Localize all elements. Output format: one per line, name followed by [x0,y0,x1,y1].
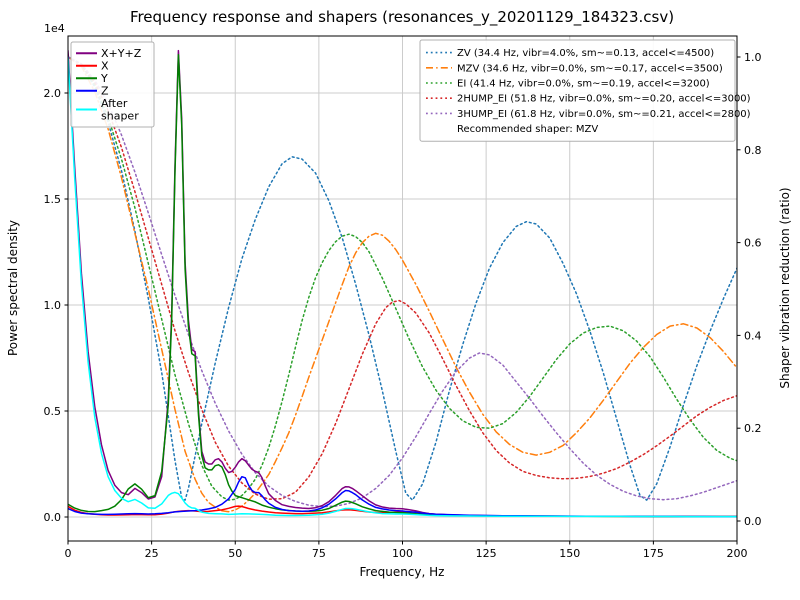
y-right-tick-label: 0.4 [744,329,762,342]
legend-label-After-shaper: After [101,97,128,110]
curve-MZV [68,56,737,513]
y-right-tick-label: 0.2 [744,422,762,435]
y-right-axis-label: Shaper vibration reduction (ratio) [778,187,792,388]
legend-label-Z: Z [101,85,109,98]
legend-label-3HUMP_EI: 3HUMP_EI (61.8 Hz, vibr=0.0%, sm~=0.21, … [457,109,751,120]
x-tick-label: 75 [312,547,326,560]
x-tick-label: 200 [727,547,748,560]
y-left-offset-label: 1e4 [44,22,65,35]
y-right-tick-label: 0.8 [744,144,762,157]
x-tick-label: 25 [145,547,159,560]
legend-shapers-box [419,39,736,142]
curves [68,49,737,518]
curve-EI [68,56,737,501]
y-right-tick-label: 1.0 [744,51,762,64]
y-left-axis-label: Power spectral density [6,220,20,356]
curve-After-shaper [68,56,737,518]
y-right-tick-label: 0.6 [744,237,762,250]
curve-2HUMP_EI [68,56,737,500]
x-tick-label: 0 [65,547,72,560]
x-tick-label: 50 [228,547,242,560]
y-left-tick-label: 1.0 [44,299,62,312]
x-axis-label: Frequency, Hz [360,565,445,579]
axis-ticks: 0 25 50 75 100 125 150 175 200 0.0 0.5 1.0 1.5 2.0 0.0… [44,51,762,560]
legend-label-After-shaper: shaper [101,110,139,123]
x-tick-label: 100 [392,547,413,560]
y-left-tick-label: 2.0 [44,87,62,100]
curve-3HUMP_EI [68,56,737,508]
y-left-tick-label: 0.0 [44,511,62,524]
x-tick-label: 125 [476,547,497,560]
legend-shapers: ZV (34.4 Hz, vibr=4.0%, sm~=0.13, accel<… [419,39,751,142]
chart-title: Frequency response and shapers (resonanc… [130,8,674,27]
recommended-shaper-text: Recommended shaper: MZV [457,124,598,135]
legend-label-ZV: ZV (34.4 Hz, vibr=4.0%, sm~=0.13, accel<… [457,48,714,59]
legend-label-X: X [101,60,109,73]
legend-psd-box [70,41,155,128]
y-left-tick-label: 1.5 [44,193,62,206]
legend-label-Y: Y [100,72,108,85]
y-right-tick-label: 0.0 [744,515,762,528]
legend-label-X+Y+Z: X+Y+Z [101,47,142,60]
legend-label-MZV: MZV (34.6 Hz, vibr=0.0%, sm~=0.17, accel… [457,63,723,74]
x-tick-label: 150 [559,547,580,560]
curve-ZV [68,56,737,501]
legend-label-EI: EI (41.4 Hz, vibr=0.0%, sm~=0.19, accel<… [457,79,710,90]
y-left-tick-label: 0.5 [44,405,62,418]
x-tick-label: 175 [643,547,664,560]
legend-label-2HUMP_EI: 2HUMP_EI (51.8 Hz, vibr=0.0%, sm~=0.20, … [457,94,751,105]
